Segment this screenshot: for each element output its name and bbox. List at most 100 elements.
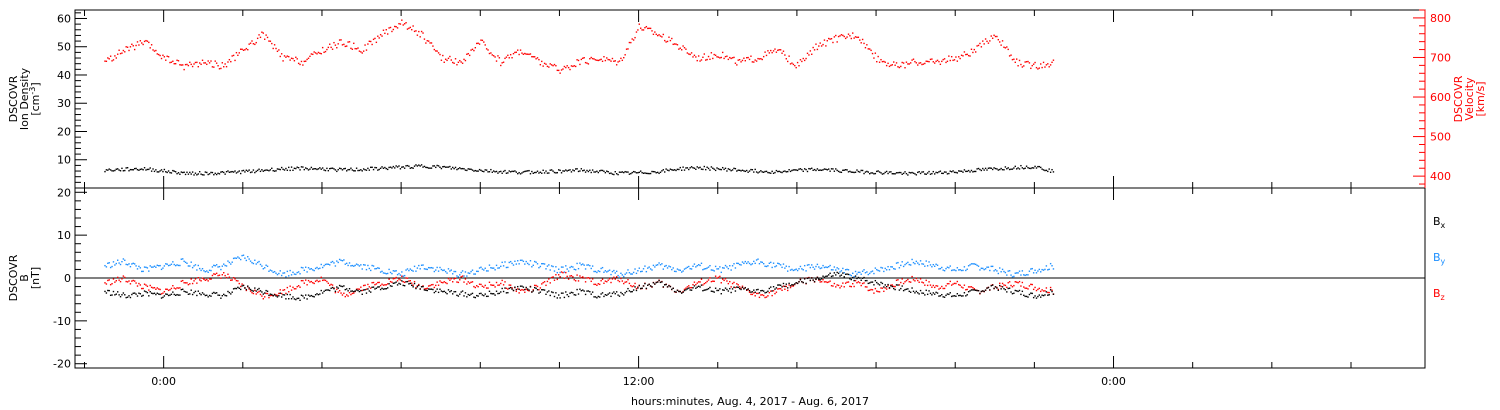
density-point [269, 169, 272, 171]
velocity-point [743, 57, 745, 59]
bx-point [706, 288, 708, 291]
density-point [716, 167, 718, 169]
density-point [341, 169, 344, 171]
by-point [285, 276, 287, 278]
bz-point [726, 280, 728, 282]
density-point [980, 169, 983, 172]
velocity-point [811, 53, 813, 55]
bx-point [180, 288, 183, 291]
bz-point [313, 282, 315, 285]
by-point [656, 264, 659, 266]
bz-point [710, 280, 713, 283]
density-point [641, 171, 643, 174]
bz-point [836, 284, 838, 286]
density-point [600, 169, 602, 172]
bz-point [1020, 285, 1022, 287]
by-point [235, 257, 238, 259]
bx-point [399, 283, 402, 285]
bz-point [683, 288, 686, 291]
velocity-point [970, 48, 973, 50]
bx-point [358, 290, 361, 293]
velocity-point [244, 49, 246, 51]
density-point [737, 169, 739, 171]
density-point [395, 165, 397, 167]
bx-point [295, 298, 297, 301]
density-point [809, 168, 812, 170]
bx-point [132, 292, 134, 294]
velocity-point [767, 50, 769, 52]
bx-point [682, 291, 684, 293]
bx-point [122, 292, 125, 294]
bx-point [876, 281, 878, 284]
bz-point [474, 286, 477, 289]
velocity-point [778, 49, 780, 51]
velocity-point [919, 62, 922, 64]
by-point [713, 270, 715, 272]
velocity-point [647, 27, 649, 30]
by-point [825, 266, 827, 268]
bz-point [173, 287, 175, 289]
by-point [502, 265, 505, 267]
density-point [1015, 168, 1018, 170]
bx-point [224, 294, 226, 297]
density-point [241, 170, 243, 172]
by-point [132, 262, 134, 265]
velocity-series [104, 19, 1055, 74]
bx-point [528, 289, 530, 291]
density-point [844, 169, 847, 171]
velocity-point [536, 57, 539, 59]
by-point [730, 269, 732, 271]
by-point [668, 265, 670, 267]
bz-point [437, 284, 440, 286]
density-point [477, 170, 479, 172]
bx-point [692, 287, 694, 289]
density-point [589, 169, 591, 171]
bx-point [244, 287, 246, 289]
density-point [888, 171, 891, 173]
density-point [405, 165, 407, 167]
bz-point [232, 276, 235, 279]
by-point [141, 270, 143, 273]
velocity-point [891, 64, 894, 66]
by-point [405, 269, 407, 271]
density-point [412, 167, 414, 169]
bx-point [593, 296, 595, 298]
velocity-point [197, 65, 199, 68]
by-point [283, 272, 286, 274]
bz-point [543, 281, 546, 283]
by-point [628, 271, 631, 274]
density-point [436, 164, 438, 167]
bz-point [471, 281, 474, 283]
by-point [244, 257, 246, 259]
velocity-point [738, 58, 741, 61]
by-point [842, 267, 844, 270]
bx-point [931, 294, 933, 296]
bz-point [198, 279, 201, 281]
by-point [415, 270, 417, 272]
density-point [697, 167, 700, 169]
velocity-point [917, 64, 919, 66]
bx-point [200, 293, 202, 296]
bz-point [709, 277, 711, 279]
by-point [504, 261, 506, 263]
velocity-point [792, 63, 795, 66]
bz-point [152, 287, 154, 289]
bx-point [533, 286, 536, 289]
density-point [729, 168, 731, 171]
by-point [651, 269, 653, 271]
density-tick-label: 40 [57, 69, 71, 82]
bx-point [932, 292, 934, 294]
bx-point [521, 285, 523, 287]
density-point [770, 172, 772, 174]
velocity-point [635, 31, 638, 33]
density-point [338, 167, 341, 169]
density-point [262, 170, 264, 172]
bz-point [583, 277, 585, 279]
velocity-point [427, 40, 430, 42]
bx-point [343, 285, 345, 287]
bx-point [290, 298, 293, 300]
density-point [128, 170, 130, 172]
bx-point [323, 290, 325, 293]
velocity-point [388, 27, 390, 29]
bx-point [900, 287, 902, 290]
